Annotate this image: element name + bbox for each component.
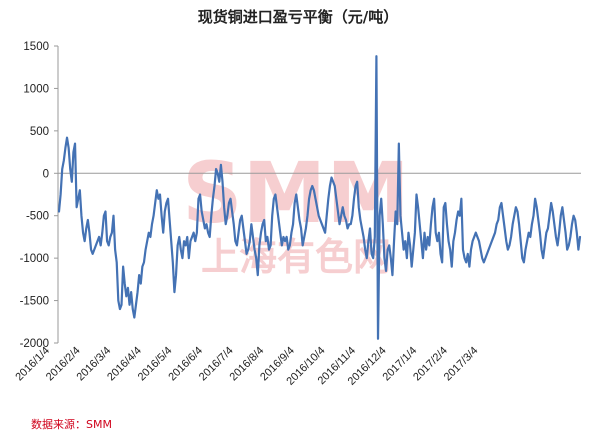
y-tick-label: -500	[26, 211, 49, 223]
y-tick-label: 1500	[23, 41, 49, 53]
source-label: 数据来源：SMM	[31, 417, 112, 431]
y-tick-label: 1000	[23, 83, 49, 95]
y-tick-label: -2000	[20, 338, 49, 350]
series-line	[57, 55, 582, 340]
x-tick-label: 2017/3/4	[442, 345, 481, 384]
watermark-logo: SMM	[182, 144, 410, 242]
y-tick-label: -1000	[20, 253, 49, 265]
watermark-text: 上海有色网	[201, 235, 391, 279]
y-tick-label: 0	[43, 168, 49, 180]
watermark: SMM 上海有色网	[182, 144, 410, 279]
y-tick-label: -1500	[20, 296, 49, 308]
y-axis: 1500 1000 500 0 -500 -1000 -1500 -2000	[20, 41, 59, 350]
chart-title: 现货铜进口盈亏平衡（元/吨）	[198, 8, 398, 26]
plot-area	[57, 55, 582, 340]
y-tick-label: 500	[30, 126, 49, 138]
